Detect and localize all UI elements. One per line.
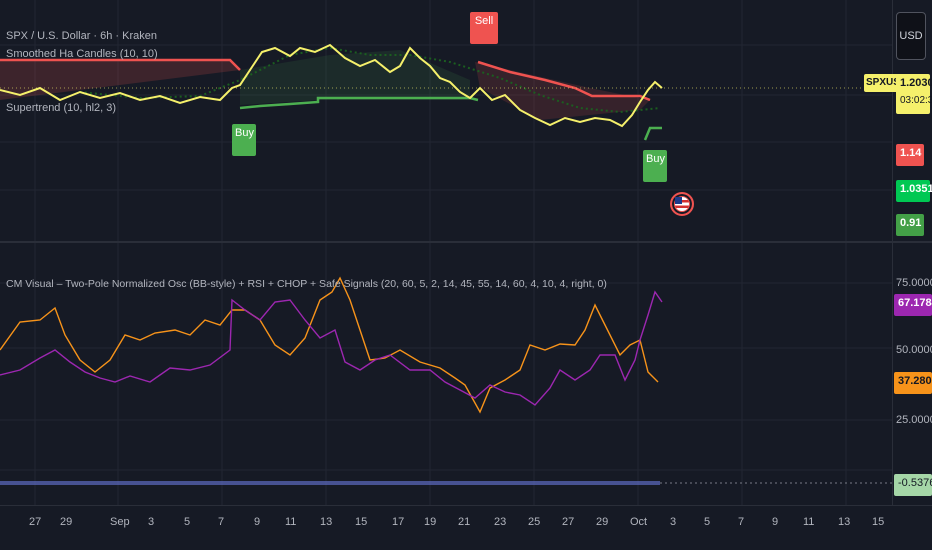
osc-purple-line: [0, 290, 663, 406]
time-label: 17: [392, 516, 405, 528]
indicator-ha-candles[interactable]: Smoothed Ha Candles (10, 10): [6, 48, 158, 60]
time-label: 5: [704, 516, 711, 528]
buy-signal-2: Buy: [643, 150, 667, 182]
time-label: 3: [148, 516, 155, 528]
supertrend-red-fill-2: [475, 62, 650, 120]
supertrend-green-fill: [240, 50, 470, 105]
time-label: 11: [803, 516, 815, 528]
time-label: 29: [60, 516, 73, 528]
currency-button[interactable]: USD: [896, 12, 926, 60]
supertrend-up-line-2: [643, 126, 662, 141]
time-axis[interactable]: 27 29 Sep 3 5 7 9 11 13 15 17 19 21 23 2…: [0, 506, 892, 550]
time-label: 13: [838, 516, 851, 528]
symbol-title[interactable]: SPX / U.S. Dollar · 6h · Kraken: [6, 30, 157, 42]
buy-signal: Buy: [232, 124, 256, 156]
time-label: 5: [184, 516, 191, 528]
osc-axis-75: 75.0000: [896, 277, 932, 289]
last-price-tag: 1.2030: [896, 74, 932, 96]
supertrend-down-line-2: [477, 60, 651, 102]
time-label: 7: [218, 516, 225, 528]
osc-histogram-band: [0, 481, 660, 485]
osc-axis-25: 25.0000: [896, 414, 932, 426]
green-level-tag: 0.91: [896, 214, 924, 236]
supertrend-down-line: [0, 58, 241, 71]
price-line: [0, 43, 663, 128]
supertrend-up-tag: 1.0351: [896, 180, 932, 202]
sell-signal: Sell: [470, 12, 498, 44]
time-label: 19: [424, 516, 437, 528]
time-label: 27: [562, 516, 575, 528]
time-label: 9: [772, 516, 779, 528]
osc-axis-50: 50.0000: [896, 344, 932, 356]
countdown-tag: 03:02:30: [896, 92, 932, 114]
osc-orange-tag: 37.2807: [894, 372, 932, 394]
time-label: Oct: [630, 516, 648, 528]
osc-green-tag: -0.5376: [894, 474, 932, 496]
ha-dots: [79, 46, 661, 114]
time-label: 9: [254, 516, 261, 528]
osc-orange-line: [0, 276, 659, 414]
time-label: 29: [596, 516, 609, 528]
time-label: 15: [355, 516, 368, 528]
supertrend-down-tag: 1.14: [896, 144, 924, 166]
supertrend-red-fill: [0, 60, 240, 100]
time-axis-border: [0, 505, 932, 506]
time-label: 27: [29, 516, 42, 528]
oscillator-title[interactable]: CM Visual – Two-Pole Normalized Osc (BB-…: [6, 278, 607, 290]
pane-separator[interactable]: [0, 241, 932, 243]
time-label: 21: [458, 516, 471, 528]
time-label: Sep: [110, 516, 130, 528]
time-label: 25: [528, 516, 541, 528]
indicator-supertrend[interactable]: Supertrend (10, hl2, 3): [6, 102, 117, 114]
time-label: 13: [320, 516, 333, 528]
time-label: 7: [738, 516, 745, 528]
time-label: 3: [670, 516, 677, 528]
time-label: 15: [872, 516, 885, 528]
time-label: 23: [494, 516, 507, 528]
osc-purple-tag: 67.1784: [894, 294, 932, 316]
us-flag-icon[interactable]: [670, 192, 694, 216]
time-label: 11: [285, 516, 297, 528]
price-axis-border: [892, 0, 893, 505]
